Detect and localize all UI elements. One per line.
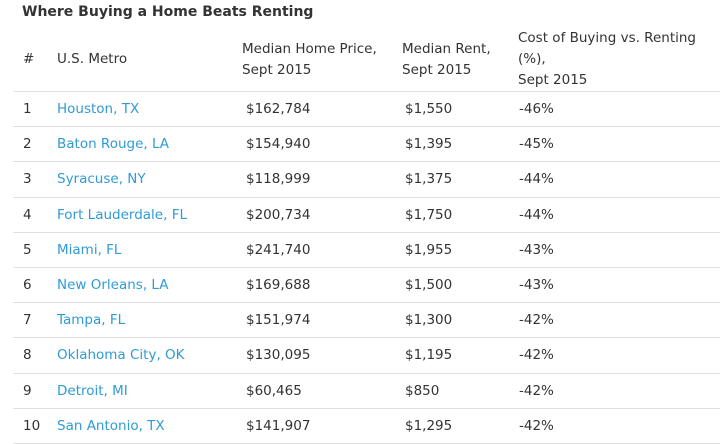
cell-rent: $1,295 (391, 408, 507, 444)
cell-cost: -44% (507, 197, 720, 233)
table-row: 5 Miami, FL $241,740 $1,955 -43% (13, 232, 720, 268)
header-cost-buying-vs-renting: Cost of Buying vs. Renting (%), Sept 201… (507, 28, 720, 92)
table-body: 1 Houston, TX $162,784 $1,550 -46% 2 Bat… (13, 91, 720, 444)
cell-price: $162,784 (229, 91, 391, 128)
cell-metro: Houston, TX (44, 91, 229, 128)
metro-link-oklahoma-city[interactable]: Oklahoma City, OK (57, 347, 185, 364)
cell-rank: 9 (13, 373, 44, 409)
metro-link-miami[interactable]: Miami, FL (57, 241, 122, 258)
cell-metro: Fort Lauderdale, FL (44, 197, 229, 233)
cell-rank: 1 (13, 91, 44, 128)
header-rent-line1: Median Rent, (402, 40, 491, 57)
cell-cost: -43% (507, 267, 720, 304)
header-rent-line2: Sept 2015 (402, 61, 472, 78)
cell-cost: -42% (507, 302, 720, 339)
cell-price: $200,734 (229, 197, 391, 233)
cell-metro: New Orleans, LA (44, 267, 229, 304)
table-row: 2 Baton Rouge, LA $154,940 $1,395 -45% (13, 126, 720, 163)
table-row: 8 Oklahoma City, OK $130,095 $1,195 -42% (13, 337, 720, 374)
cell-cost: -46% (507, 91, 720, 128)
cell-price: $151,974 (229, 302, 391, 339)
metro-link-detroit[interactable]: Detroit, MI (57, 382, 128, 399)
cell-rank: 3 (13, 161, 44, 198)
header-cost-line2: Sept 2015 (518, 72, 588, 88)
table-row: 6 New Orleans, LA $169,688 $1,500 -43% (13, 267, 720, 304)
cell-cost: -45% (507, 126, 720, 163)
metro-link-houston[interactable]: Houston, TX (57, 101, 140, 118)
cell-cost: -42% (507, 408, 720, 444)
table-row: 4 Fort Lauderdale, FL $200,734 $1,750 -4… (13, 197, 720, 233)
cell-metro: Tampa, FL (44, 302, 229, 339)
cell-metro: Baton Rouge, LA (44, 126, 229, 163)
cell-metro: San Antonio, TX (44, 408, 229, 444)
cell-price: $130,095 (229, 337, 391, 374)
cell-cost: -43% (507, 232, 720, 268)
header-metro-label: U.S. Metro (57, 51, 128, 67)
cell-rank: 5 (13, 232, 44, 268)
cell-rank: 4 (13, 197, 44, 233)
metro-link-san-antonio[interactable]: San Antonio, TX (57, 417, 165, 434)
cell-cost: -44% (507, 161, 720, 198)
header-cost-line1: Cost of Buying vs. Renting (%), (518, 30, 696, 67)
table-header-row: # U.S. Metro Median Home Price, Sept 201… (13, 28, 720, 92)
cell-rent: $1,300 (391, 302, 507, 339)
cell-rank: 2 (13, 126, 44, 163)
cell-rent: $1,955 (391, 232, 507, 268)
metro-link-new-orleans[interactable]: New Orleans, LA (57, 277, 169, 294)
cell-metro: Oklahoma City, OK (44, 337, 229, 374)
cell-rank: 10 (13, 408, 44, 444)
metro-link-fort-lauderdale[interactable]: Fort Lauderdale, FL (57, 206, 187, 223)
table-row: 3 Syracuse, NY $118,999 $1,375 -44% (13, 161, 720, 198)
cell-rank: 6 (13, 267, 44, 304)
metro-link-syracuse[interactable]: Syracuse, NY (57, 171, 146, 188)
header-price-line2: Sept 2015 (242, 61, 312, 78)
header-metro: U.S. Metro (44, 28, 229, 92)
cell-price: $154,940 (229, 126, 391, 163)
cell-rent: $1,375 (391, 161, 507, 198)
header-median-rent: Median Rent, Sept 2015 (391, 28, 507, 92)
table-row: 1 Houston, TX $162,784 $1,550 -46% (13, 91, 720, 128)
table-title: Where Buying a Home Beats Renting (22, 4, 314, 20)
metro-link-baton-rouge[interactable]: Baton Rouge, LA (57, 136, 170, 153)
cell-price: $241,740 (229, 232, 391, 268)
table-row: 7 Tampa, FL $151,974 $1,300 -42% (13, 302, 720, 339)
header-rank: # (13, 28, 44, 92)
header-price-line1: Median Home Price, (242, 40, 377, 57)
cell-price: $60,465 (229, 373, 391, 409)
header-rank-label: # (23, 51, 35, 67)
cell-price: $169,688 (229, 267, 391, 304)
table-row: 10 San Antonio, TX $141,907 $1,295 -42% (13, 408, 720, 444)
rent-vs-buy-table: # U.S. Metro Median Home Price, Sept 201… (13, 28, 720, 444)
cell-price: $141,907 (229, 408, 391, 444)
cell-rent: $1,395 (391, 126, 507, 163)
cell-rent: $1,550 (391, 91, 507, 128)
cell-metro: Miami, FL (44, 232, 229, 268)
cell-rank: 8 (13, 337, 44, 374)
header-median-home-price: Median Home Price, Sept 2015 (229, 28, 391, 92)
cell-rent: $1,750 (391, 197, 507, 233)
cell-rank: 7 (13, 302, 44, 339)
metro-link-tampa[interactable]: Tampa, FL (57, 312, 126, 329)
cell-metro: Detroit, MI (44, 373, 229, 409)
cell-rent: $1,500 (391, 267, 507, 304)
cell-cost: -42% (507, 337, 720, 374)
cell-rent: $1,195 (391, 337, 507, 374)
cell-metro: Syracuse, NY (44, 161, 229, 198)
cell-price: $118,999 (229, 161, 391, 198)
cell-rent: $850 (391, 373, 507, 409)
cell-cost: -42% (507, 373, 720, 409)
table-row: 9 Detroit, MI $60,465 $850 -42% (13, 373, 720, 409)
